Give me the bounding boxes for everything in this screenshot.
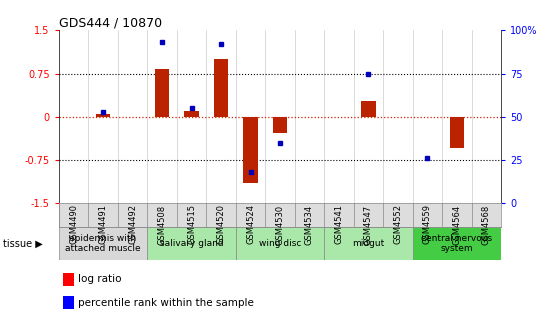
Text: GSM4534: GSM4534 — [305, 204, 314, 245]
Text: GSM4508: GSM4508 — [157, 204, 166, 245]
Bar — [236, 227, 324, 260]
Text: epidermis with
attached muscle: epidermis with attached muscle — [65, 234, 141, 253]
Text: tissue ▶: tissue ▶ — [3, 239, 43, 249]
Bar — [96, 114, 110, 117]
Bar — [184, 111, 199, 117]
Text: GSM4524: GSM4524 — [246, 204, 255, 245]
Bar — [450, 117, 464, 149]
Text: log ratio: log ratio — [78, 275, 122, 284]
Bar — [324, 227, 413, 260]
Text: GSM4515: GSM4515 — [187, 204, 196, 245]
Text: GSM4552: GSM4552 — [394, 204, 403, 245]
Text: GSM4491: GSM4491 — [99, 204, 108, 245]
Text: GSM4568: GSM4568 — [482, 204, 491, 245]
Text: GSM4541: GSM4541 — [334, 204, 343, 245]
Bar — [59, 227, 147, 260]
Bar — [63, 296, 74, 309]
Text: percentile rank within the sample: percentile rank within the sample — [78, 298, 254, 308]
Text: GSM4564: GSM4564 — [452, 204, 461, 245]
Text: GSM4530: GSM4530 — [276, 204, 284, 245]
Text: GSM4492: GSM4492 — [128, 204, 137, 245]
Text: GSM4490: GSM4490 — [69, 204, 78, 245]
Bar — [243, 117, 258, 183]
Text: GSM4520: GSM4520 — [217, 204, 226, 245]
Bar — [273, 117, 287, 133]
Text: central nervous
system: central nervous system — [421, 234, 493, 253]
Bar — [155, 70, 169, 117]
Text: salivary gland: salivary gland — [160, 239, 223, 248]
Bar — [213, 59, 228, 117]
Text: midgut: midgut — [352, 239, 385, 248]
Text: wing disc: wing disc — [259, 239, 301, 248]
Bar — [361, 101, 376, 117]
Bar — [147, 227, 236, 260]
Text: GDS444 / 10870: GDS444 / 10870 — [59, 16, 162, 29]
Bar — [63, 273, 74, 286]
Text: GSM4547: GSM4547 — [364, 204, 373, 245]
Bar — [413, 227, 501, 260]
Text: GSM4559: GSM4559 — [423, 204, 432, 245]
